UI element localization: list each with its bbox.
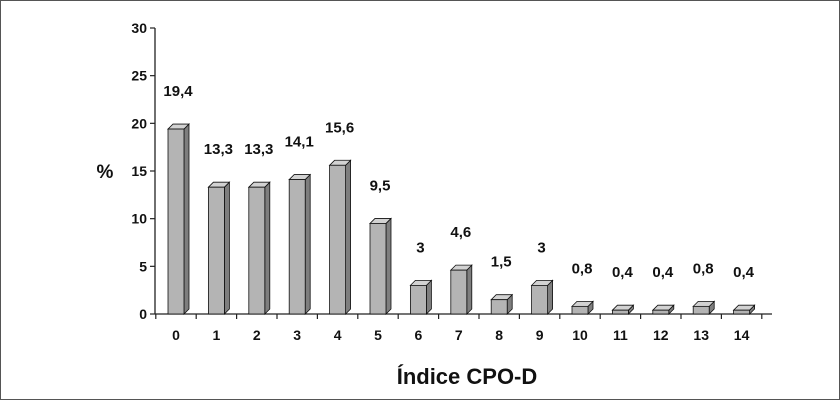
value-label: 4,6: [450, 224, 471, 241]
bar-side: [345, 159, 352, 315]
y-tick-label: 5: [139, 258, 147, 274]
x-tick-label: 8: [495, 327, 503, 343]
value-label: 0,4: [733, 264, 755, 281]
value-label: 0,8: [693, 260, 714, 277]
bar-8: [490, 293, 514, 315]
bar-9: [530, 279, 554, 315]
bar-front: [329, 164, 347, 315]
y-tick-label: 25: [131, 68, 147, 84]
bar-front: [652, 309, 670, 315]
bar-side: [466, 264, 473, 315]
bar-11: [611, 304, 635, 315]
bar-5: [369, 217, 392, 315]
x-tick-label: 11: [613, 327, 628, 343]
bar-front: [733, 309, 750, 315]
x-tick-label: 7: [455, 327, 463, 343]
x-tick-label: 10: [572, 327, 588, 343]
value-label: 3: [416, 239, 424, 256]
bar-side: [223, 181, 230, 315]
x-tick-label: 0: [172, 327, 180, 343]
bar-front: [288, 179, 306, 315]
bar-side: [264, 181, 271, 315]
x-tick-label: 14: [734, 327, 750, 343]
bar-front: [167, 128, 185, 315]
value-label: 0,8: [572, 260, 593, 277]
bar-front: [409, 284, 427, 315]
bar-front: [369, 223, 387, 315]
value-label: 0,4: [652, 264, 674, 281]
y-tick-label: 20: [131, 115, 147, 131]
x-tick-label: 5: [374, 327, 382, 343]
value-label: 13,3: [244, 141, 273, 158]
x-tick-label: 12: [653, 327, 669, 343]
bar-14: [732, 304, 756, 315]
bar-side: [304, 173, 311, 315]
bar-front: [248, 186, 266, 315]
bar-front: [490, 299, 508, 315]
x-tick-label: 1: [213, 327, 221, 343]
x-tick-label: 13: [693, 327, 709, 343]
bar-0: [167, 123, 190, 315]
value-label: 0,4: [612, 264, 634, 281]
bar-front: [531, 284, 548, 315]
bar-2: [247, 181, 271, 315]
bar-12: [651, 304, 675, 315]
value-label: 19,4: [163, 83, 193, 100]
x-axis-label: Índice CPO-D: [397, 364, 538, 389]
bar-side: [183, 123, 190, 315]
chart-bars: [167, 123, 756, 315]
x-tick-label: 6: [415, 327, 423, 343]
value-label: 15,6: [325, 119, 354, 136]
x-tick-label: 9: [536, 327, 544, 343]
value-label: 13,3: [204, 141, 233, 158]
x-tick-label: 2: [253, 327, 261, 343]
bar-front: [207, 186, 225, 315]
bar-13: [692, 300, 716, 315]
x-tick-label: 4: [334, 327, 342, 343]
bar-4: [328, 159, 352, 315]
value-label: 9,5: [370, 177, 391, 194]
bar-7: [449, 264, 473, 315]
chart-labels: 19,4 0 13,3 1 13,3 2 14,1 3 15,6 4 9,5 5 3 6 4,6 7 1,5 8 3…: [163, 83, 754, 343]
value-label: 3: [537, 239, 545, 256]
y-tick-label: 15: [131, 163, 147, 179]
bar-6: [409, 279, 433, 315]
value-label: 1,5: [491, 254, 512, 271]
bar-side: [385, 217, 392, 315]
y-tick-label: 0: [139, 306, 147, 322]
bar-front: [571, 305, 589, 315]
bar-front: [692, 305, 710, 315]
bar-10: [571, 300, 594, 315]
y-tick-label: 10: [131, 211, 147, 227]
value-label: 14,1: [285, 134, 314, 151]
bar-1: [207, 181, 231, 315]
bar-front: [450, 269, 468, 315]
x-tick-label: 3: [293, 327, 301, 343]
bar-side: [425, 279, 432, 315]
bar-side: [547, 279, 553, 315]
y-axis-label: %: [97, 162, 114, 183]
bar-front: [612, 309, 629, 315]
y-tick-label: 30: [131, 20, 147, 36]
bar-3: [288, 173, 312, 315]
